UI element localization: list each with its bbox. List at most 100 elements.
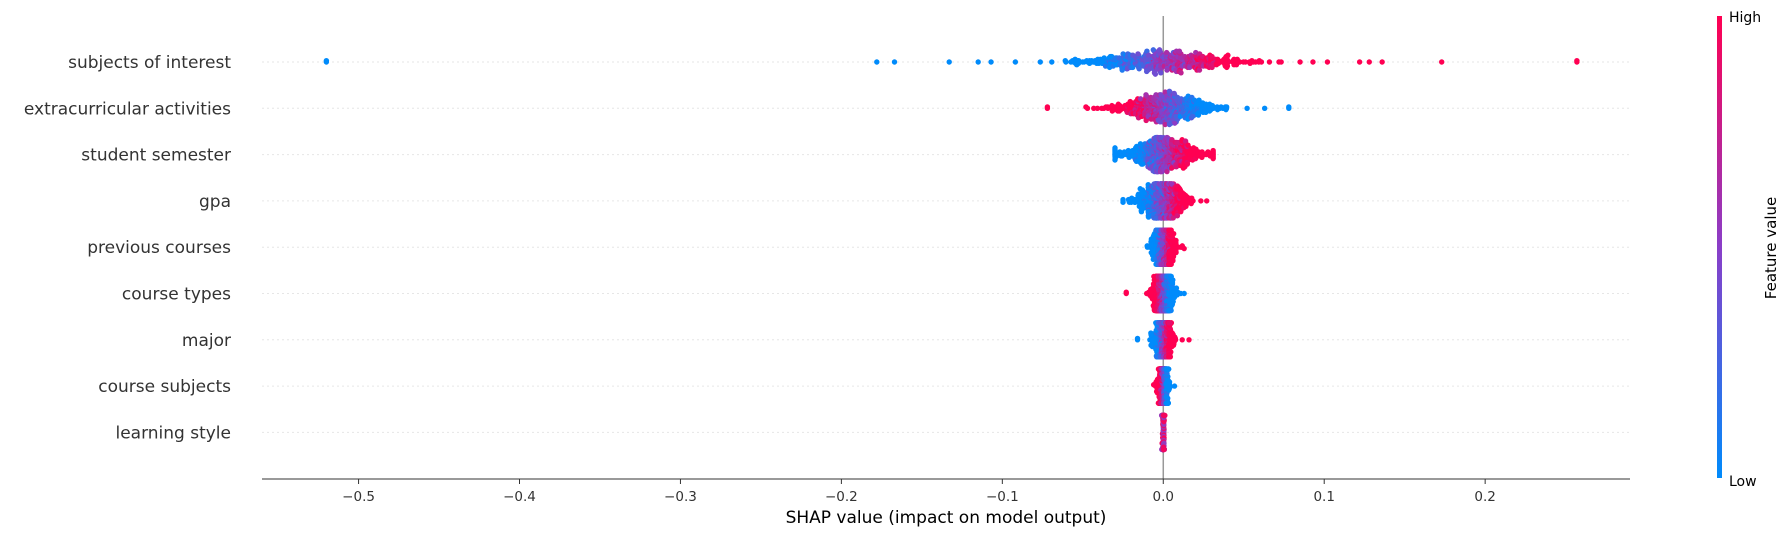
shap-point [1164, 400, 1170, 406]
x-tick-label: −0.3 [664, 489, 697, 505]
shap-point [1105, 104, 1111, 110]
shap-point [1166, 307, 1172, 314]
feature-label: major [182, 331, 231, 351]
shap-point [1172, 120, 1178, 126]
feature-label: previous courses [87, 238, 231, 258]
x-tick-label: −0.4 [503, 489, 536, 505]
shap-point [1164, 168, 1170, 175]
shap-point [1176, 48, 1183, 54]
shap-point [1174, 213, 1181, 219]
shap-point [1179, 337, 1185, 343]
shap-point [1170, 231, 1177, 237]
x-tick-label: 0.0 [1153, 489, 1174, 505]
shap-point [1190, 198, 1196, 204]
shap-point [1169, 343, 1175, 350]
shap-point [1166, 379, 1173, 385]
shap-point [1210, 147, 1216, 154]
shap-point [1205, 149, 1211, 155]
shap-point [1379, 59, 1385, 65]
shap-point [1310, 59, 1316, 65]
shap-point [1184, 200, 1190, 207]
x-tick-label: −0.5 [342, 489, 375, 505]
shap-point [1223, 106, 1229, 113]
shap-point [1083, 104, 1089, 110]
shap-point [1112, 157, 1118, 163]
shap-point [1173, 249, 1179, 256]
shap-point [1116, 108, 1123, 114]
shap-point [1196, 67, 1203, 73]
shap-point [1324, 59, 1331, 65]
shap-point [1169, 181, 1175, 187]
feature-labels: subjects of interest extracurricular acti… [24, 53, 231, 443]
shap-point [1135, 51, 1141, 57]
shap-point [1049, 59, 1055, 65]
shap-point [1136, 66, 1142, 72]
shap-point [1120, 199, 1126, 205]
shap-point [874, 59, 880, 65]
shap-point [1166, 88, 1173, 95]
x-tick-label: −0.2 [825, 489, 858, 505]
x-axis-ticks: −0.5 −0.4 −0.3 −0.2 −0.1 0.0 0.1 0.2 [342, 479, 1496, 505]
shap-point [946, 59, 952, 65]
shap-point [1198, 198, 1204, 204]
shap-point [1186, 337, 1192, 343]
shap-point [1224, 64, 1230, 71]
colorbar-high-label: High [1729, 10, 1761, 26]
x-tick-label: −0.1 [986, 489, 1019, 505]
shap-point [1244, 105, 1250, 112]
shap-point [1130, 64, 1136, 71]
shap-point [1261, 105, 1268, 112]
shap-point [1162, 121, 1168, 128]
shap-point [1297, 59, 1303, 65]
shap-point [1119, 153, 1125, 159]
feature-label: gpa [199, 192, 231, 212]
shap-point [1075, 60, 1082, 67]
row-grid-lines [262, 61, 1630, 433]
shap-point [1356, 59, 1363, 65]
shap-point [1062, 57, 1068, 64]
shap-point [1178, 70, 1184, 76]
shap-point [1366, 59, 1372, 65]
shap-point [1184, 194, 1190, 200]
shap-point [1112, 145, 1118, 151]
feature-label: extracurricular activities [24, 99, 231, 119]
shap-point [1163, 366, 1170, 372]
shap-point [1137, 186, 1143, 192]
shap-point [1181, 245, 1187, 252]
shap-point [1166, 320, 1172, 326]
shap-point [1178, 209, 1184, 215]
shap-point [1153, 92, 1159, 98]
shap-point [1166, 354, 1172, 360]
shap-point [1162, 412, 1168, 419]
shap-point [1012, 59, 1019, 65]
shap-point [1181, 290, 1187, 297]
shap-point [1134, 335, 1141, 342]
shap-point [1144, 48, 1150, 54]
shap-point [1171, 90, 1177, 97]
shap-point [1168, 302, 1175, 309]
shap-point [1218, 104, 1224, 110]
feature-label: learning style [115, 423, 231, 443]
colorbar-title: Feature value [1762, 197, 1780, 299]
feature-label: course types [122, 285, 231, 305]
shap-point [1258, 59, 1265, 65]
feature-label: course subjects [98, 377, 231, 397]
shap-point [1172, 334, 1178, 340]
shap-point [1094, 105, 1101, 112]
shap-point [1158, 70, 1164, 76]
shap-point [1170, 258, 1176, 264]
x-tick-label: 0.1 [1313, 489, 1334, 505]
shap-point [1166, 121, 1173, 128]
x-axis-title: SHAP value (impact on model output) [786, 508, 1107, 528]
shap-point [1189, 113, 1196, 120]
shap-point [891, 59, 898, 65]
shap-point [1171, 383, 1178, 389]
shap-point [1037, 59, 1043, 65]
feature-label: subjects of interest [68, 53, 231, 73]
shap-point [1278, 59, 1284, 65]
shap-point [1286, 104, 1292, 110]
shap-point [1225, 52, 1231, 58]
shap-point [1138, 209, 1145, 215]
colorbar-gradient [1717, 16, 1722, 478]
